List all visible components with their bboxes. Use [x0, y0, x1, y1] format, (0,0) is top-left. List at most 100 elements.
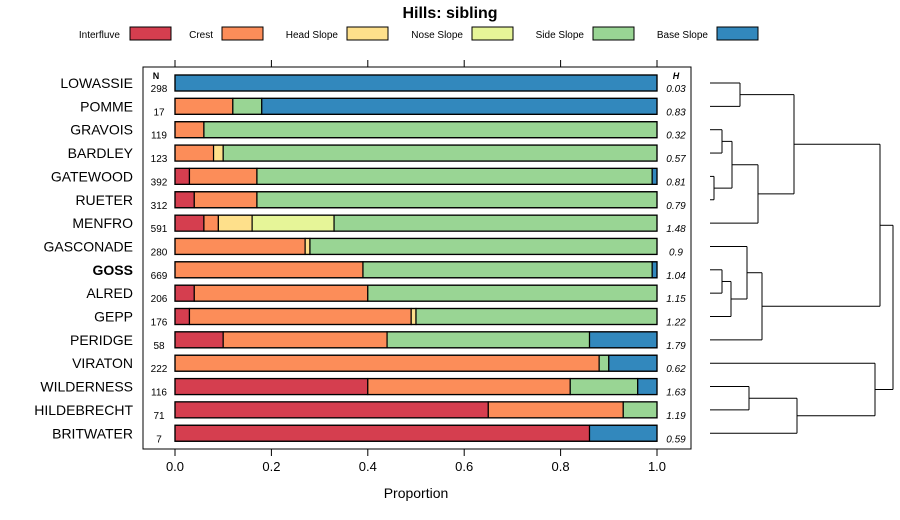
bar-segment-nose-slope	[251, 214, 335, 232]
bar-outline	[174, 424, 658, 442]
h-value: 1.19	[666, 411, 686, 422]
bar-segment-crest	[174, 237, 306, 256]
h-value: 0.59	[666, 434, 686, 445]
row-rueter: RUETER 312 0.79	[75, 191, 686, 212]
n-value: 591	[151, 224, 168, 235]
h-column-header: H	[673, 71, 680, 81]
n-value: 392	[151, 177, 168, 188]
bar-segment-side-slope	[386, 331, 591, 349]
bar-segment-crest	[174, 121, 205, 139]
bar-segment-base-slope	[261, 97, 658, 115]
bar-segment-crest	[174, 354, 600, 372]
n-value: 298	[151, 84, 168, 95]
n-value: 312	[151, 201, 168, 212]
bar-segment-crest	[222, 331, 388, 349]
row-bardley: BARDLEY 123 0.57	[68, 144, 686, 165]
row-label: GRAVOIS	[70, 122, 133, 138]
bar-segment-side-slope	[256, 167, 653, 185]
row-pomme: POMME 17 0.83	[80, 97, 686, 118]
row-label: BARDLEY	[68, 145, 134, 161]
bar-segment-base-slope	[651, 167, 658, 185]
bar-segment-side-slope	[256, 191, 658, 209]
x-tick-label: 1.0	[648, 459, 666, 474]
bar-segment-crest	[188, 167, 258, 185]
x-tick-label: 0.6	[455, 459, 473, 474]
row-britwater: BRITWATER 7 0.59	[52, 424, 686, 445]
row-label: ALRED	[86, 285, 133, 301]
row-label: WILDERNESS	[40, 379, 133, 395]
row-peridge: PERIDGE 58 1.79	[70, 331, 686, 352]
bar-segment-base-slope	[637, 377, 658, 396]
row-label: GASCONADE	[44, 238, 133, 254]
bar-outline	[174, 167, 658, 185]
x-tick-label: 0.4	[359, 459, 377, 474]
bar-segment-interfluve	[174, 307, 191, 326]
bar-segment-crest	[174, 97, 234, 115]
bar-segment-side-slope	[203, 121, 658, 139]
h-value: 0.79	[666, 201, 686, 212]
plot-frame	[142, 66, 692, 450]
row-gepp: GEPP 176 1.22	[94, 307, 686, 329]
bar-segment-side-slope	[362, 261, 653, 279]
bar-segment-interfluve	[174, 377, 369, 396]
bar-segment-crest	[174, 261, 364, 279]
dendrogram	[710, 82, 894, 434]
bar-segment-interfluve	[174, 331, 224, 349]
row-lowassie: LOWASSIE 298 0.03	[60, 74, 686, 95]
x-tick-label: 0.0	[166, 459, 184, 474]
h-value: 0.83	[666, 107, 686, 118]
bar-segment-crest	[193, 284, 369, 302]
bar-outline	[174, 261, 658, 279]
bar-segment-base-slope	[174, 74, 658, 92]
bar-segment-head-slope	[410, 307, 417, 326]
row-label: HILDEBRECHT	[34, 402, 133, 418]
legend-label-4: Side Slope	[536, 30, 585, 41]
bar-outline	[174, 74, 658, 92]
bar-segment-interfluve	[174, 214, 205, 232]
legend-label-5: Base Slope	[657, 30, 709, 41]
n-value: 17	[153, 107, 165, 118]
bar-segment-side-slope	[367, 284, 658, 302]
h-value: 0.03	[666, 84, 686, 95]
legend-swatch-5	[716, 26, 759, 41]
bar-segment-side-slope	[232, 97, 263, 115]
row-viraton: VIRATON 222 0.62	[72, 354, 686, 375]
row-label: RUETER	[75, 192, 133, 208]
n-value: 669	[151, 271, 168, 282]
x-tick-label: 0.2	[262, 459, 280, 474]
bar-outline	[174, 331, 658, 349]
row-label: MENFRO	[72, 215, 133, 231]
legend-label-1: Crest	[189, 30, 213, 41]
n-value: 280	[151, 247, 168, 258]
h-value: 0.9	[669, 247, 683, 258]
bar-outline	[174, 284, 658, 302]
h-value: 1.22	[666, 318, 686, 329]
bar-segment-side-slope	[622, 401, 658, 419]
bar-segment-crest	[203, 214, 219, 232]
h-value: 1.79	[666, 341, 686, 352]
legend-swatch-4	[592, 26, 635, 41]
n-value: 222	[151, 364, 168, 375]
legend-label-3: Nose Slope	[411, 30, 463, 41]
bar-segment-interfluve	[174, 424, 591, 442]
h-value: 0.57	[666, 154, 686, 165]
bar-segment-crest	[174, 144, 215, 162]
h-value: 0.81	[666, 177, 685, 188]
row-label: GOSS	[93, 262, 133, 278]
n-value: 206	[151, 294, 168, 305]
row-label: GEPP	[94, 309, 133, 325]
n-value: 116	[151, 388, 167, 399]
row-label: POMME	[80, 98, 133, 114]
bar-outline	[174, 401, 658, 419]
bar-segment-side-slope	[222, 144, 658, 162]
n-value: 176	[151, 318, 168, 329]
bar-segment-head-slope	[217, 214, 253, 232]
n-value: 119	[151, 131, 167, 142]
legend: Interfluve Crest Head Slope Nose Slope Side …	[79, 26, 759, 41]
bar-segment-crest	[487, 401, 624, 419]
row-label: PERIDGE	[70, 332, 133, 348]
row-label: LOWASSIE	[60, 75, 133, 91]
row-alred: ALRED 206 1.15	[86, 284, 686, 305]
n-value: 7	[156, 434, 162, 445]
